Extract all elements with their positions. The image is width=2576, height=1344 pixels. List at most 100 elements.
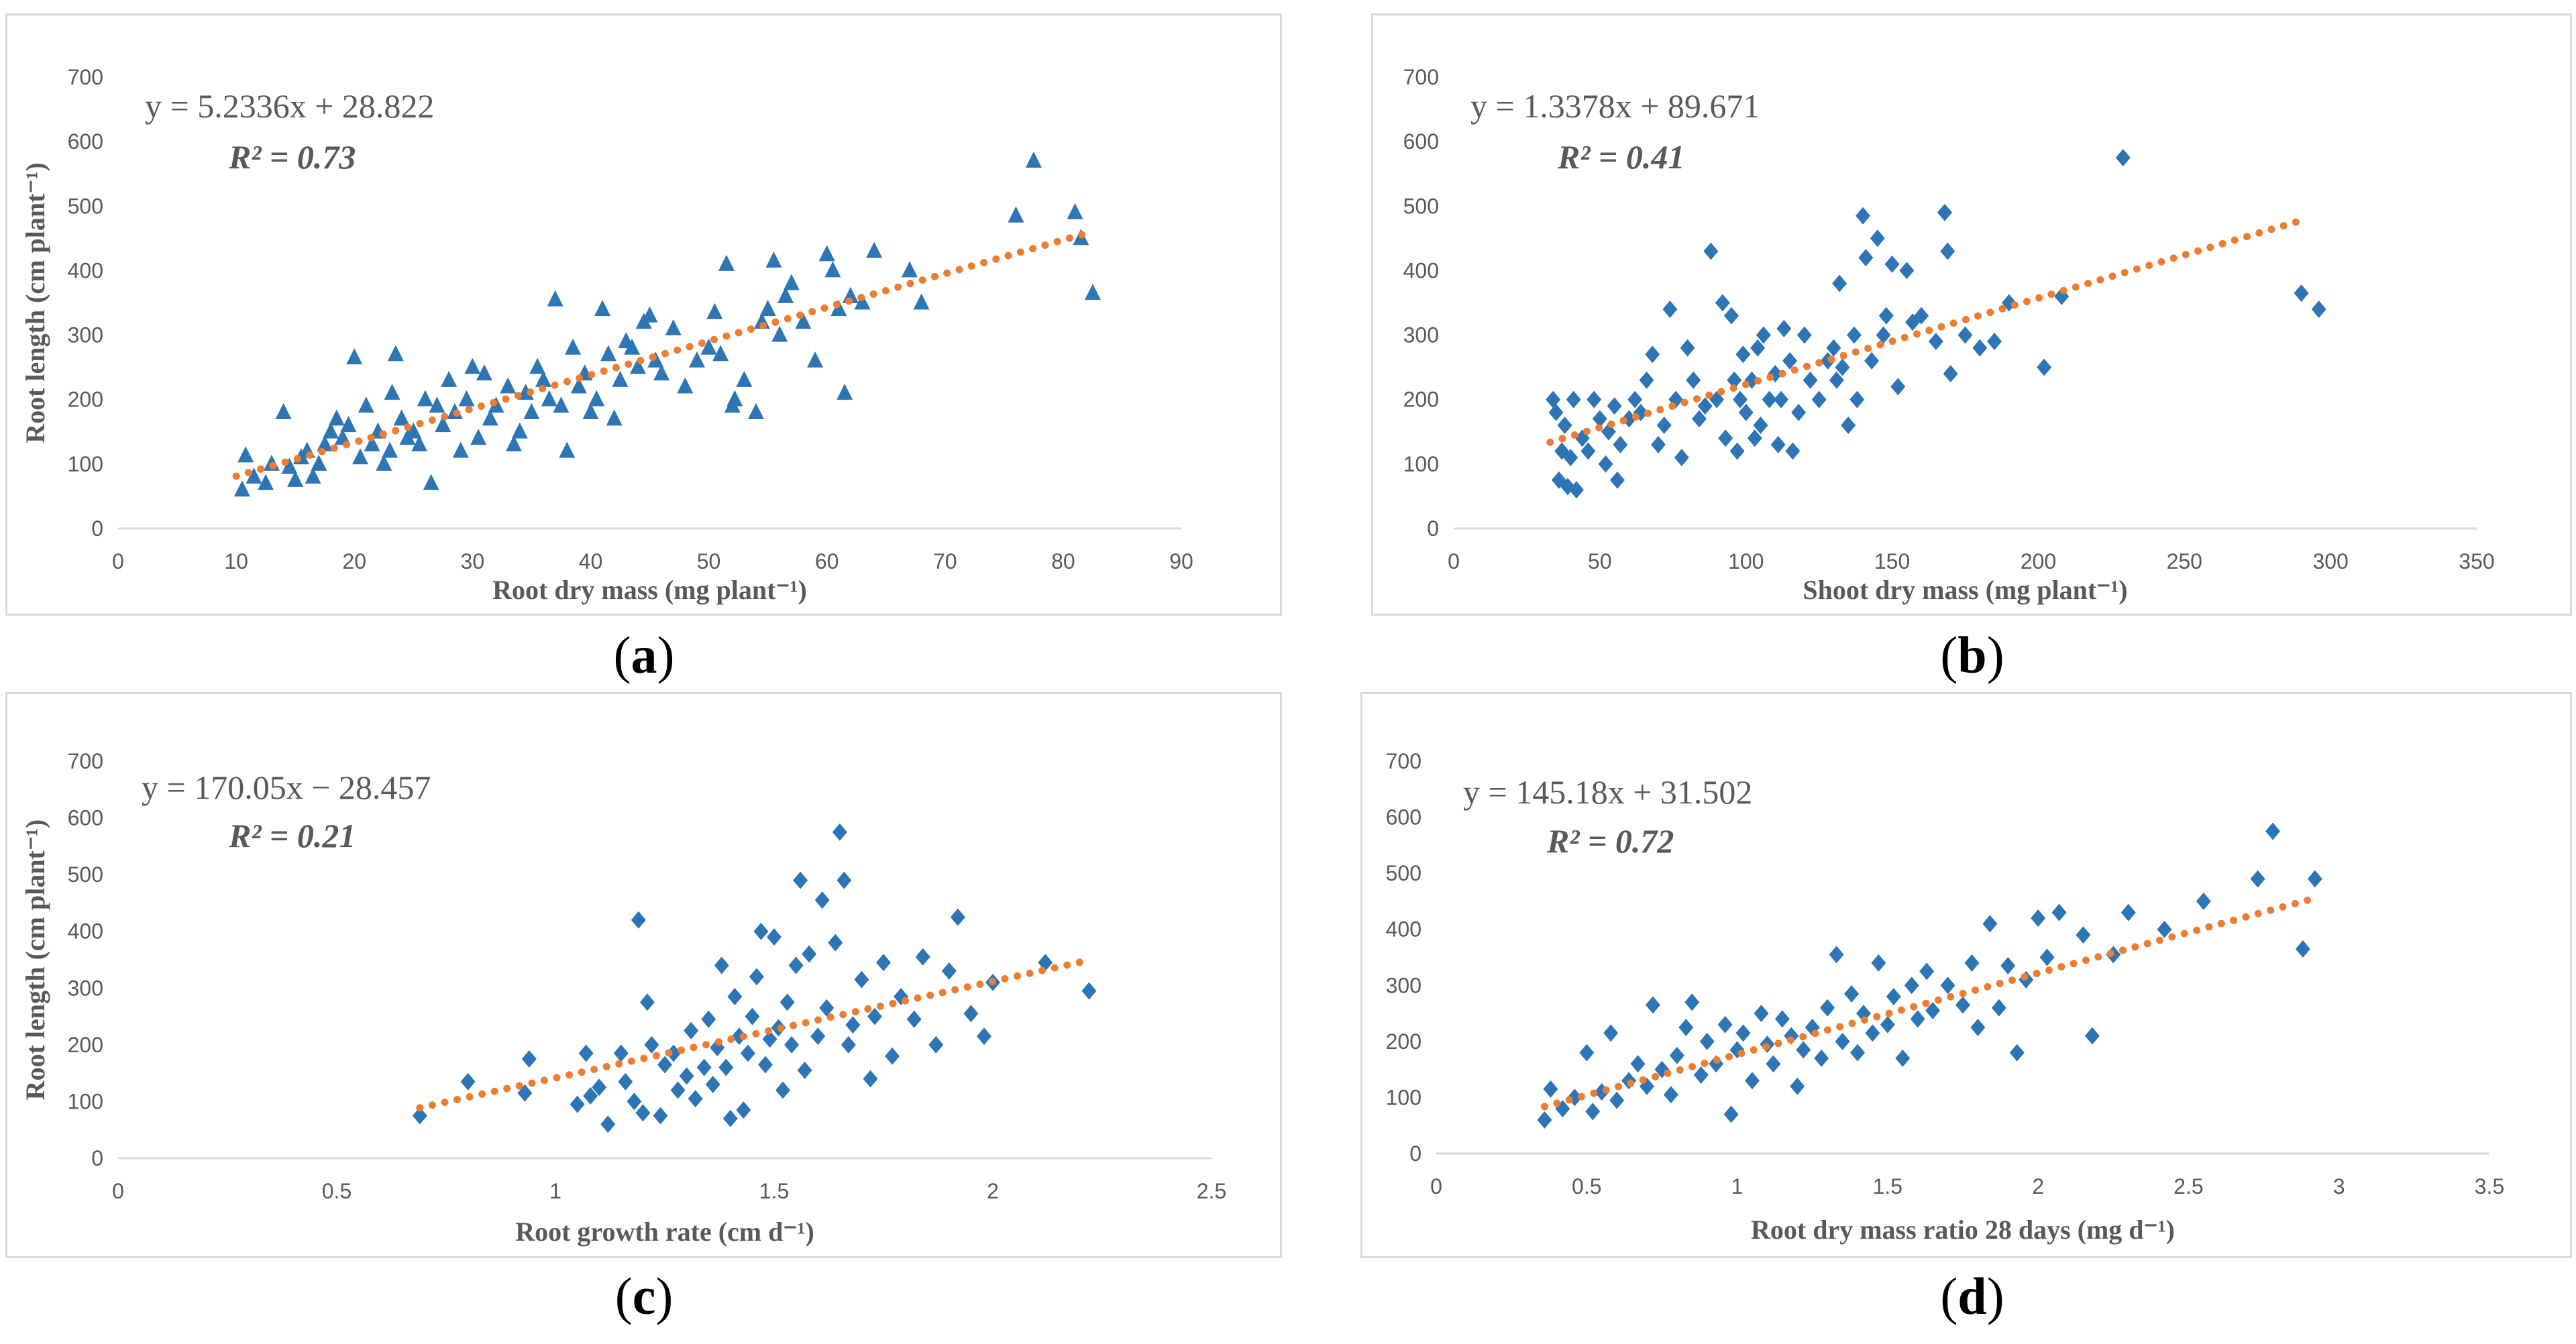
data-point — [606, 409, 623, 426]
data-point — [1723, 1105, 1739, 1123]
trend-equation: y = 145.18x + 31.502 — [1463, 773, 1752, 811]
chart-svg-c: 0 100 200 300 400 500 600 700 0 0.5 1 1.5 2 2.5 Root g… — [20, 749, 1226, 1247]
data-point — [1717, 1015, 1733, 1033]
data-point — [387, 345, 404, 361]
data-point — [1895, 1049, 1911, 1067]
chart-panel-a: 0 100 200 300 400 500 600 700 0 10 20 30 40 50 60 70 80 9… — [5, 13, 1282, 616]
data-point — [476, 364, 492, 381]
data-point — [1723, 306, 1739, 325]
data-point — [2084, 1027, 2100, 1045]
data-point — [639, 993, 655, 1011]
data-point — [334, 429, 351, 445]
data-point — [565, 338, 582, 355]
y-tick-label: 0 — [91, 516, 103, 541]
data-point — [2037, 358, 2052, 376]
data-point — [1955, 996, 1970, 1014]
data-point — [1630, 1055, 1646, 1073]
data-point — [594, 300, 611, 317]
data-point — [1756, 326, 1771, 344]
data-point — [592, 1078, 607, 1097]
data-point — [749, 968, 764, 986]
data-point — [759, 300, 776, 317]
x-tick-label: 0 — [112, 549, 124, 573]
x-tick-label: 0 — [1448, 549, 1460, 573]
x-tick-label: 1 — [1731, 1174, 1743, 1198]
y-tick-label: 500 — [1403, 194, 1439, 218]
data-point — [1870, 229, 1885, 247]
y-tick-label: 200 — [68, 1033, 103, 1057]
data-point — [1548, 403, 1564, 421]
y-tick-label: 100 — [68, 1089, 103, 1113]
data-point — [1715, 294, 1730, 312]
data-point — [745, 1007, 760, 1025]
data-point — [384, 384, 400, 400]
data-point — [1609, 1091, 1625, 1109]
data-point — [1569, 481, 1584, 499]
x-tick-label: 250 — [2167, 549, 2202, 573]
trendline — [232, 229, 1091, 480]
data-point — [807, 351, 824, 368]
data-point — [364, 435, 380, 452]
data-point — [1925, 1001, 1941, 1019]
data-point — [2031, 909, 2046, 927]
data-point — [1826, 339, 1841, 357]
data-point — [541, 390, 557, 406]
y-tick-label: 600 — [1386, 805, 1421, 830]
data-point — [1686, 371, 1701, 389]
data-point — [641, 306, 658, 323]
data-point — [328, 409, 345, 426]
y-tick-label: 700 — [1403, 65, 1439, 89]
data-point — [352, 448, 369, 465]
data-point — [688, 1090, 703, 1108]
data-point — [1770, 436, 1786, 454]
data-point — [854, 293, 871, 310]
data-point — [570, 1095, 585, 1113]
x-tick-label: 2.5 — [1197, 1179, 1226, 1203]
data-point — [1796, 1041, 1811, 1059]
data-point — [464, 357, 481, 374]
data-point — [1880, 1015, 1895, 1033]
data-point — [1656, 416, 1672, 435]
x-tick-label: 90 — [1169, 549, 1193, 573]
data-point — [644, 1035, 659, 1054]
x-tick-label: 2 — [987, 1179, 999, 1203]
data-point — [1563, 449, 1578, 467]
data-point — [666, 1044, 682, 1062]
data-point — [793, 871, 808, 889]
x-tick-label: 20 — [342, 549, 366, 573]
data-point — [1904, 976, 1919, 995]
data-point — [1782, 352, 1798, 370]
caption-d: (d) — [1940, 1267, 2004, 1325]
trend-equation: y = 5.2336x + 28.822 — [145, 87, 434, 125]
data-point — [1025, 151, 1042, 168]
data-point — [1844, 985, 1860, 1003]
y-tick-label: 500 — [1386, 861, 1421, 885]
data-point — [718, 254, 735, 271]
data-point — [819, 999, 835, 1017]
data-point — [435, 416, 451, 433]
data-point — [1928, 333, 1943, 351]
data-point — [1856, 207, 1870, 225]
data-point — [631, 911, 646, 929]
x-tick-label: 40 — [579, 549, 603, 573]
data-point — [1876, 326, 1891, 344]
data-point — [529, 357, 546, 374]
data-point — [1587, 390, 1602, 408]
data-point — [423, 473, 439, 490]
caption-a: (a) — [613, 626, 675, 684]
data-point — [1832, 274, 1847, 292]
data-point — [696, 1058, 712, 1076]
data-point — [867, 1007, 882, 1025]
data-point — [771, 325, 788, 342]
y-axis-title: Root length (cm plant⁻¹) — [20, 820, 50, 1101]
data-point — [458, 390, 475, 406]
data-point — [613, 1044, 629, 1062]
data-point — [1567, 1088, 1582, 1107]
data-point — [753, 922, 769, 940]
data-point — [1662, 300, 1678, 319]
x-tick-label: 200 — [2021, 549, 2056, 573]
data-point — [1940, 976, 1955, 995]
data-point — [1733, 390, 1748, 408]
data-point — [1910, 1010, 1925, 1028]
data-point — [1607, 397, 1622, 415]
